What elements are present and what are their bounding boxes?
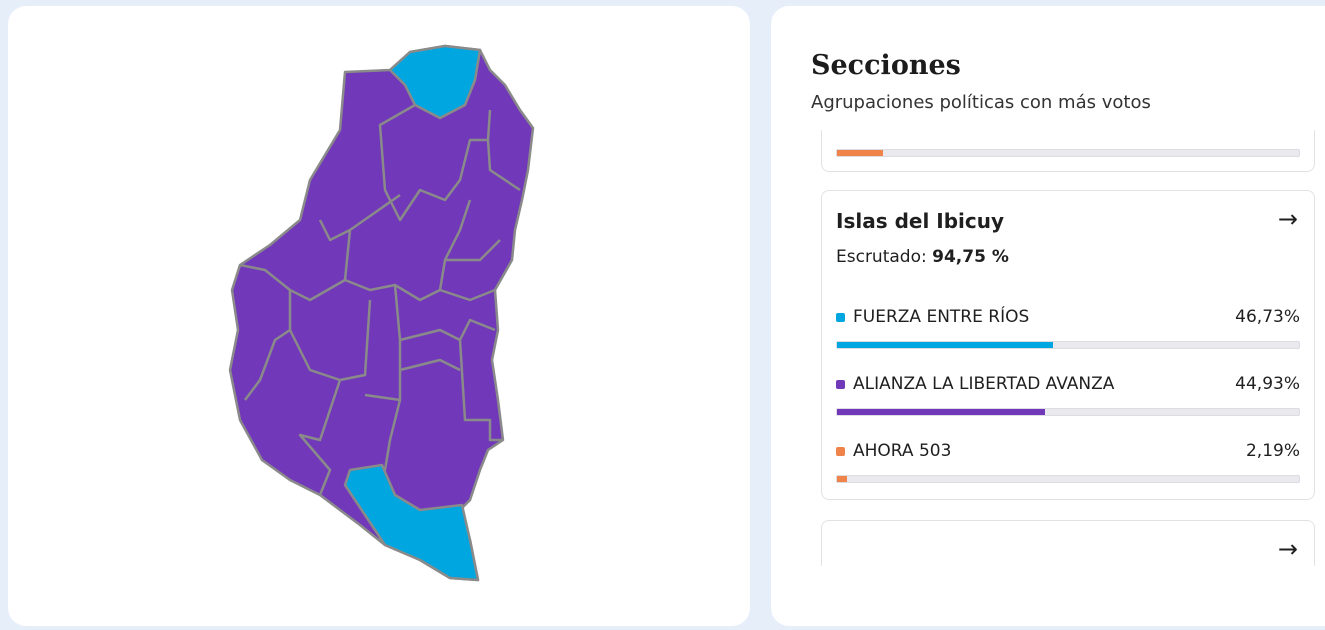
- map-panel: [8, 6, 750, 626]
- party-bar: [836, 475, 1300, 483]
- party-color-dot: [836, 446, 845, 456]
- section-card-next[interactable]: →: [821, 520, 1315, 566]
- party-color-dot: [836, 312, 845, 322]
- party-bar-fill: [837, 342, 1053, 348]
- map-region-lla[interactable]: [228, 44, 535, 582]
- party-bar: [836, 408, 1300, 416]
- section-card-previous[interactable]: [821, 130, 1315, 172]
- party-row: FUERZA ENTRE RÍOS 46,73%: [836, 307, 1300, 327]
- province-map: [228, 44, 535, 582]
- party-percent: 2,19%: [1245, 441, 1300, 461]
- party-percent: 46,73%: [1235, 307, 1300, 327]
- party-bar-fill: [837, 476, 848, 482]
- arrow-right-icon[interactable]: →: [1277, 535, 1298, 563]
- sections-panel: Secciones Agrupaciones políticas con más…: [771, 6, 1325, 626]
- department-borders: [239, 103, 521, 496]
- section-card[interactable]: Islas del Ibicuy → Escrutado: 94,75 % FU…: [821, 190, 1315, 500]
- escrutado: Escrutado: 94,75 %: [836, 247, 1009, 267]
- party-bar-fill: [837, 409, 1045, 415]
- section-title: Islas del Ibicuy: [836, 209, 1005, 233]
- progress-bar: [836, 149, 1300, 157]
- party-name: AHORA 503: [853, 441, 952, 461]
- party-percent: 44,93%: [1235, 374, 1300, 394]
- map-region-islas-del-ibicuy[interactable]: [343, 463, 480, 582]
- party-color-dot: [836, 379, 845, 389]
- party-bar: [836, 341, 1300, 349]
- sections-list[interactable]: Islas del Ibicuy → Escrutado: 94,75 % FU…: [811, 130, 1315, 566]
- subtitle: Agrupaciones políticas con más votos: [811, 92, 1151, 113]
- arrow-right-icon[interactable]: →: [1277, 205, 1298, 233]
- map-region-fuerza-north[interactable]: [388, 44, 482, 120]
- party-row: AHORA 503 2,19%: [836, 441, 1300, 461]
- page-title: Secciones: [811, 50, 961, 81]
- party-name: ALIANZA LA LIBERTAD AVANZA: [853, 374, 1115, 394]
- party-row: ALIANZA LA LIBERTAD AVANZA 44,93%: [836, 374, 1300, 394]
- party-name: FUERZA ENTRE RÍOS: [853, 307, 1030, 327]
